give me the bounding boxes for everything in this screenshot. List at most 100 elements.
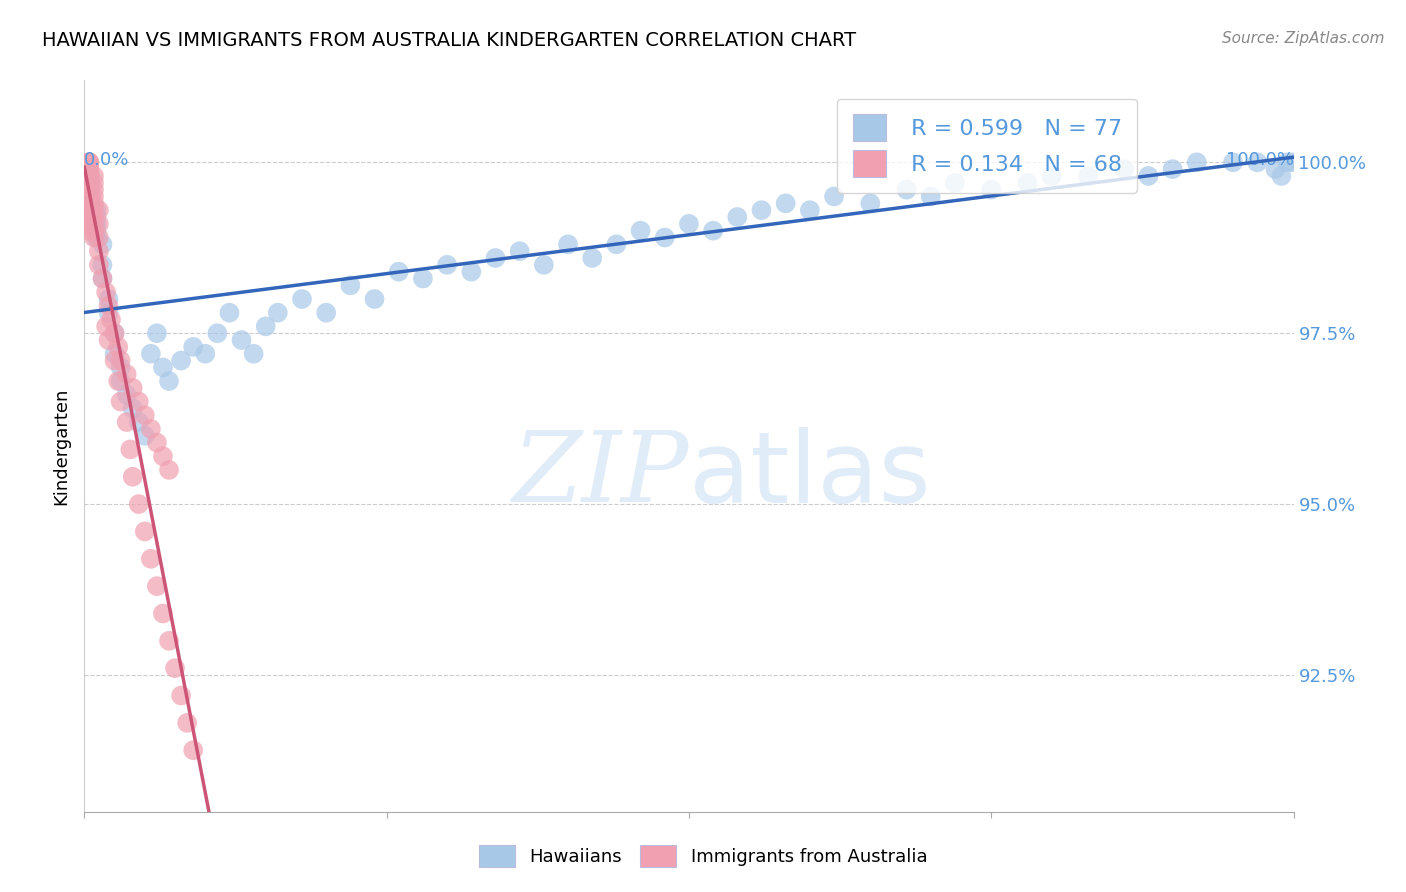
Point — [231, 333, 253, 347]
Point — [77, 176, 100, 190]
Point — [87, 217, 110, 231]
Point — [83, 217, 105, 231]
Point — [436, 258, 458, 272]
Point — [128, 415, 150, 429]
Point — [751, 203, 773, 218]
Point — [86, 230, 108, 244]
Point — [1246, 155, 1268, 169]
Point — [107, 340, 129, 354]
Point — [77, 196, 100, 211]
Point — [412, 271, 434, 285]
Point — [152, 449, 174, 463]
Point — [157, 633, 180, 648]
Point — [104, 326, 127, 341]
Point — [77, 189, 100, 203]
Point — [157, 463, 180, 477]
Point — [83, 203, 105, 218]
Point — [267, 306, 290, 320]
Point — [94, 319, 117, 334]
Point — [176, 715, 198, 730]
Point — [104, 347, 127, 361]
Point — [134, 429, 156, 443]
Point — [121, 401, 143, 416]
Point — [79, 183, 101, 197]
Point — [1161, 162, 1184, 177]
Point — [139, 422, 162, 436]
Point — [91, 271, 114, 285]
Point — [86, 224, 108, 238]
Text: atlas: atlas — [689, 426, 931, 524]
Legend:  R = 0.599   N = 77,  R = 0.134   N = 68: R = 0.599 N = 77, R = 0.134 N = 68 — [837, 99, 1137, 193]
Point — [1185, 155, 1208, 169]
Point — [79, 196, 101, 211]
Point — [77, 210, 100, 224]
Point — [1040, 169, 1063, 183]
Point — [97, 292, 120, 306]
Point — [79, 169, 101, 183]
Point — [77, 224, 100, 238]
Point — [87, 203, 110, 218]
Point — [86, 203, 108, 218]
Point — [157, 374, 180, 388]
Point — [83, 230, 105, 244]
Point — [97, 306, 120, 320]
Point — [121, 381, 143, 395]
Point — [77, 176, 100, 190]
Point — [86, 217, 108, 231]
Point — [83, 196, 105, 211]
Text: 100.0%: 100.0% — [1226, 152, 1294, 169]
Point — [1017, 176, 1039, 190]
Point — [83, 169, 105, 183]
Point — [460, 265, 482, 279]
Point — [165, 661, 187, 675]
Text: HAWAIIAN VS IMMIGRANTS FROM AUSTRALIA KINDERGARTEN CORRELATION CHART: HAWAIIAN VS IMMIGRANTS FROM AUSTRALIA KI… — [42, 31, 856, 50]
Point — [678, 217, 700, 231]
Point — [291, 292, 314, 306]
Point — [1277, 155, 1299, 169]
Text: Source: ZipAtlas.com: Source: ZipAtlas.com — [1222, 31, 1385, 46]
Point — [83, 224, 105, 238]
Point — [77, 162, 100, 177]
Point — [1282, 155, 1305, 169]
Point — [1114, 162, 1136, 177]
Point — [77, 183, 100, 197]
Point — [254, 319, 277, 334]
Point — [77, 189, 100, 203]
Point — [110, 394, 132, 409]
Point — [77, 203, 100, 218]
Point — [388, 265, 411, 279]
Point — [139, 551, 162, 566]
Point — [87, 244, 110, 259]
Point — [218, 306, 240, 320]
Point — [77, 162, 100, 177]
Point — [363, 292, 385, 306]
Legend: Hawaiians, Immigrants from Australia: Hawaiians, Immigrants from Australia — [471, 838, 935, 874]
Point — [152, 360, 174, 375]
Point — [83, 189, 105, 203]
Point — [83, 176, 105, 190]
Point — [859, 196, 882, 211]
Point — [170, 353, 193, 368]
Point — [128, 497, 150, 511]
Point — [920, 189, 942, 203]
Point — [207, 326, 229, 341]
Point — [77, 155, 100, 169]
Point — [315, 306, 337, 320]
Point — [181, 743, 204, 757]
Point — [242, 347, 264, 361]
Point — [86, 210, 108, 224]
Point — [100, 312, 122, 326]
Point — [110, 360, 132, 375]
Point — [557, 237, 579, 252]
Point — [146, 326, 169, 341]
Point — [170, 689, 193, 703]
Point — [134, 409, 156, 423]
Point — [120, 442, 142, 457]
Point — [77, 183, 100, 197]
Text: ZIP: ZIP — [513, 427, 689, 523]
Point — [605, 237, 627, 252]
Point — [87, 230, 110, 244]
Point — [79, 189, 101, 203]
Point — [128, 394, 150, 409]
Y-axis label: Kindergarten: Kindergarten — [52, 387, 70, 505]
